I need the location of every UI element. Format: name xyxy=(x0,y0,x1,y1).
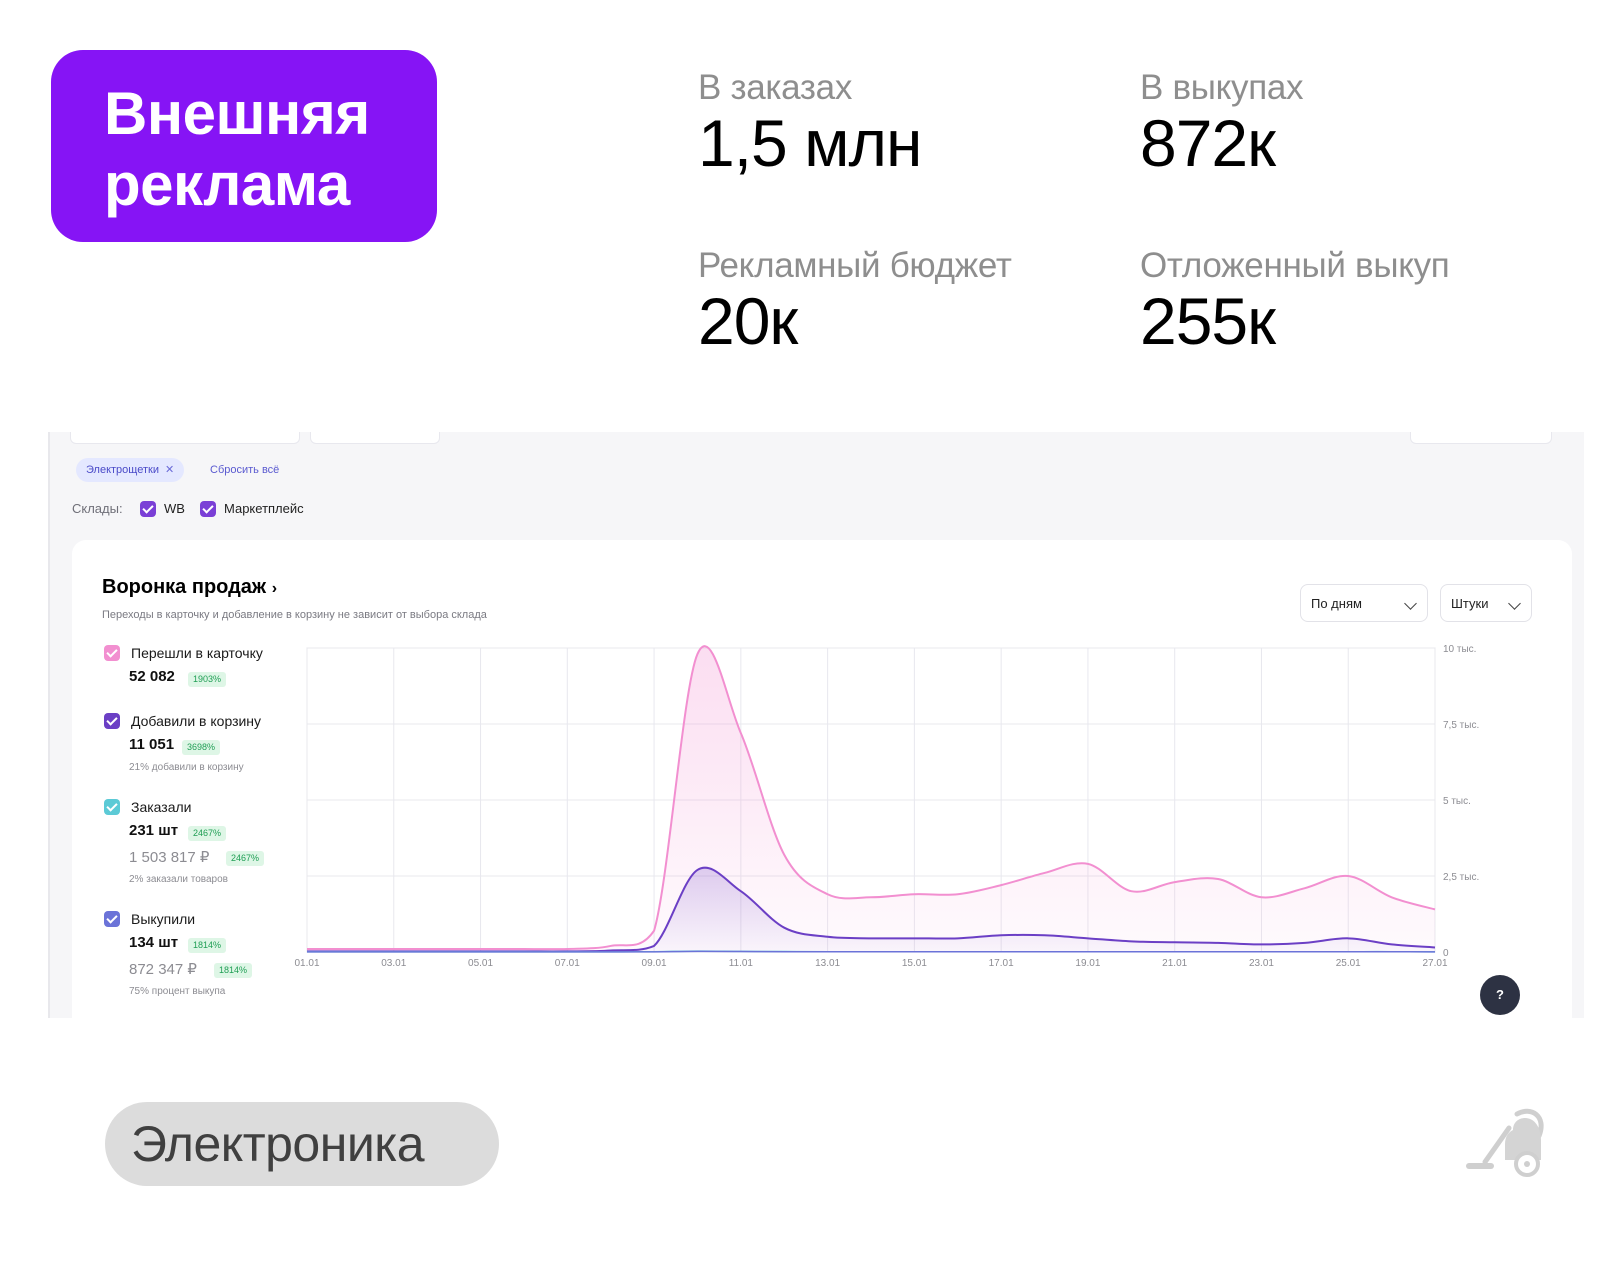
x-tick-label: 25.01 xyxy=(1336,958,1361,969)
legend-value: 52 082 xyxy=(129,668,175,685)
legend-value: 231 шт xyxy=(129,822,179,839)
funnel-title[interactable]: Воронка продаж › xyxy=(102,576,277,599)
badge-line-1: Внешняя xyxy=(104,80,370,147)
legend-growth-badge-2: 2467% xyxy=(226,851,265,866)
legend-note: 21% добавили в корзину xyxy=(129,762,244,773)
stat-budget: Рекламный бюджет 20к xyxy=(698,246,1012,356)
legend-checkbox[interactable] xyxy=(104,799,120,815)
chevron-right-icon: › xyxy=(271,580,278,597)
top-filter-stub-2[interactable] xyxy=(310,432,440,444)
legend-value: 11 051 xyxy=(129,736,175,753)
legend-checkbox[interactable] xyxy=(104,645,120,661)
category-pill: Электроника xyxy=(105,1102,499,1186)
dashboard-screenshot: Электрощетки ✕ Сбросить всё Склады: WB Ма… xyxy=(48,432,1584,1018)
chart-areas xyxy=(307,646,1435,952)
badge-line-2: реклама xyxy=(104,151,350,218)
funnel-chart: 01.01 03.01 05.01 07.01 09.01 11.01 13.01 15.01… xyxy=(294,644,1479,969)
legend-growth-badge: 1903% xyxy=(188,672,227,687)
stat-deferred-label: Отложенный выкуп xyxy=(1140,246,1450,285)
legend-label: Перешли в карточку xyxy=(131,645,263,661)
top-filter-stub[interactable] xyxy=(70,432,300,444)
x-tick-label: 27.01 xyxy=(1422,958,1447,969)
chart-lines xyxy=(306,645,1436,953)
warehouse-wb-checkbox[interactable] xyxy=(140,501,156,517)
x-tick-label: 13.01 xyxy=(815,958,840,969)
x-tick-label: 07.01 xyxy=(555,958,580,969)
funnel-title-text: Воронка продаж xyxy=(102,576,267,598)
y-tick-label: 10 тыс. xyxy=(1443,644,1476,655)
legend-value-2: 1 503 817 ₽ xyxy=(129,849,210,866)
x-axis-ticks: 01.01 03.01 05.01 07.01 09.01 11.01 13.01 15.01… xyxy=(294,958,1447,969)
legend-growth-badge-2: 1814% xyxy=(214,963,253,978)
stat-budget-label: Рекламный бюджет xyxy=(698,246,1012,285)
help-button[interactable]: ? xyxy=(1480,975,1520,1015)
screenshot-edge xyxy=(48,432,50,1018)
period-dropdown[interactable]: По дням xyxy=(1300,584,1428,622)
x-tick-label: 03.01 xyxy=(381,958,406,969)
x-tick-label: 19.01 xyxy=(1075,958,1100,969)
legend-label: Заказали xyxy=(131,799,192,815)
stat-buyouts: В выкупах 872к xyxy=(1140,68,1304,180)
stat-deferred: Отложенный выкуп 255к xyxy=(1140,246,1450,358)
filter-chip-label: Электрощетки xyxy=(86,464,159,476)
x-tick-label: 01.01 xyxy=(294,958,319,969)
series-card-views-line xyxy=(307,645,1436,951)
warehouses-label: Склады: xyxy=(72,501,123,516)
legend-growth-badge: 1814% xyxy=(188,938,227,953)
legend-label: Добавили в корзину xyxy=(131,713,262,729)
y-tick-label: 0 xyxy=(1443,948,1449,959)
x-tick-label: 05.01 xyxy=(468,958,493,969)
legend-growth-badge: 3698% xyxy=(182,740,221,755)
x-tick-label: 15.01 xyxy=(902,958,927,969)
filter-chip[interactable]: Электрощетки ✕ xyxy=(76,458,185,482)
funnel-subtitle: Переходы в карточку и добавление в корзи… xyxy=(102,609,487,621)
close-icon[interactable]: ✕ xyxy=(164,464,175,476)
stat-deferred-value: 255к xyxy=(1140,284,1276,358)
legend-note: 2% заказали товаров xyxy=(129,874,228,885)
warehouse-wb-label: WB xyxy=(164,501,185,516)
legend-value: 134 шт xyxy=(129,934,179,951)
stat-buyouts-label: В выкупах xyxy=(1140,68,1304,107)
vacuum-cleaner-icon xyxy=(1466,1108,1544,1177)
legend-checkbox[interactable] xyxy=(104,911,120,927)
y-tick-label: 7,5 тыс. xyxy=(1443,720,1479,731)
legend-label: Выкупили xyxy=(131,911,196,927)
top-filter-stub-3[interactable] xyxy=(1410,432,1552,444)
legend-value-2: 872 347 ₽ xyxy=(129,961,197,978)
x-tick-label: 11.01 xyxy=(729,958,754,969)
x-tick-label: 17.01 xyxy=(989,958,1014,969)
stat-orders-value: 1,5 млн xyxy=(698,106,922,180)
sales-funnel-card: Воронка продаж › Переходы в карточку и д… xyxy=(72,540,1572,1018)
legend-checkbox[interactable] xyxy=(104,713,120,729)
stat-budget-value: 20к xyxy=(698,284,798,358)
x-tick-label: 21.01 xyxy=(1162,958,1187,969)
title-badge: Внешняя реклама xyxy=(51,50,437,242)
stat-orders-label: В заказах xyxy=(698,68,853,107)
legend-growth-badge: 2467% xyxy=(188,826,227,841)
y-tick-label: 5 тыс. xyxy=(1443,796,1471,807)
y-tick-label: 2,5 тыс. xyxy=(1443,872,1479,883)
unit-dropdown[interactable]: Штуки xyxy=(1440,584,1532,622)
series-buyouts-line xyxy=(307,950,1436,953)
series-add-to-cart-area xyxy=(307,867,1435,952)
period-dropdown-value: По дням xyxy=(1311,596,1362,611)
reset-filters-link[interactable]: Сбросить всё xyxy=(210,464,280,476)
series-card-views-area xyxy=(307,646,1435,952)
y-axis-ticks: 0 2,5 тыс. 5 тыс. 7,5 тыс. 10 тыс. xyxy=(1443,644,1479,959)
x-tick-label: 23.01 xyxy=(1249,958,1274,969)
warehouse-marketplace-checkbox[interactable] xyxy=(200,501,216,517)
stat-orders: В заказах 1,5 млн xyxy=(698,68,922,180)
legend-note: 75% процент выкупа xyxy=(129,986,226,997)
stat-buyouts-value: 872к xyxy=(1140,106,1276,180)
warehouse-marketplace-label: Маркетплейс xyxy=(224,501,304,516)
unit-dropdown-value: Штуки xyxy=(1451,596,1489,611)
x-tick-label: 09.01 xyxy=(642,958,667,969)
